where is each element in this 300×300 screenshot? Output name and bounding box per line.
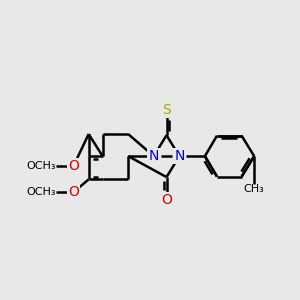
- Text: CH₃: CH₃: [244, 184, 265, 194]
- Text: N: N: [174, 149, 184, 163]
- Text: OCH₃: OCH₃: [26, 187, 56, 197]
- Text: O: O: [68, 185, 79, 199]
- Text: S: S: [162, 103, 171, 117]
- Text: N: N: [148, 149, 159, 163]
- Text: OCH₃: OCH₃: [26, 161, 56, 171]
- Text: O: O: [68, 159, 79, 173]
- Text: O: O: [161, 193, 172, 207]
